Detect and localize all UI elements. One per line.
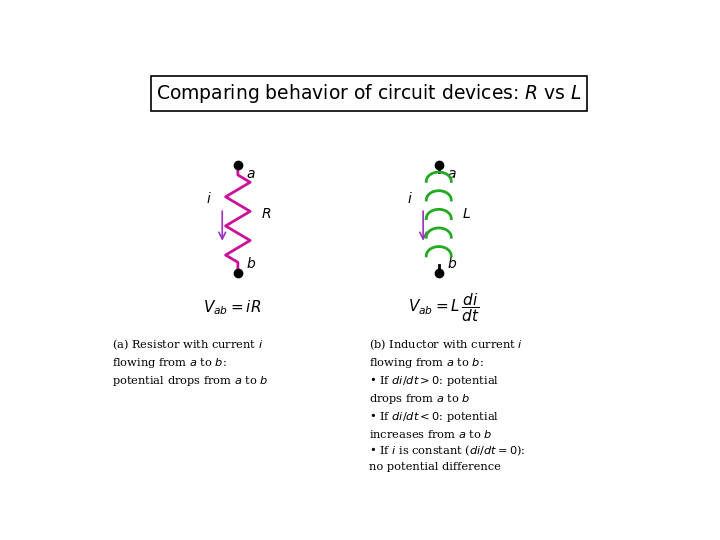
Text: (a) Resistor with current $i$
flowing from $a$ to $b$:
potential drops from $a$ : (a) Resistor with current $i$ flowing fr… — [112, 337, 269, 388]
Text: $R$: $R$ — [261, 207, 271, 221]
Text: $a$: $a$ — [447, 167, 456, 181]
Text: $V_{ab}  =  iR$: $V_{ab} = iR$ — [203, 299, 261, 318]
Text: (b) Inductor with current $i$
flowing from $a$ to $b$:
• If $di/dt > 0$: potenti: (b) Inductor with current $i$ flowing fr… — [369, 337, 526, 471]
Text: $V_{ab}  =  L\,\dfrac{di}{dt}$: $V_{ab} = L\,\dfrac{di}{dt}$ — [408, 292, 480, 325]
Text: Comparing behavior of circuit devices: $R$ vs $L$: Comparing behavior of circuit devices: $… — [156, 82, 582, 105]
Text: $i$: $i$ — [408, 191, 413, 206]
Text: $i$: $i$ — [207, 191, 212, 206]
Text: $a$: $a$ — [246, 167, 256, 181]
Text: $L$: $L$ — [462, 207, 471, 221]
Text: $b$: $b$ — [447, 255, 457, 271]
FancyBboxPatch shape — [151, 77, 587, 111]
Text: $b$: $b$ — [246, 255, 256, 271]
